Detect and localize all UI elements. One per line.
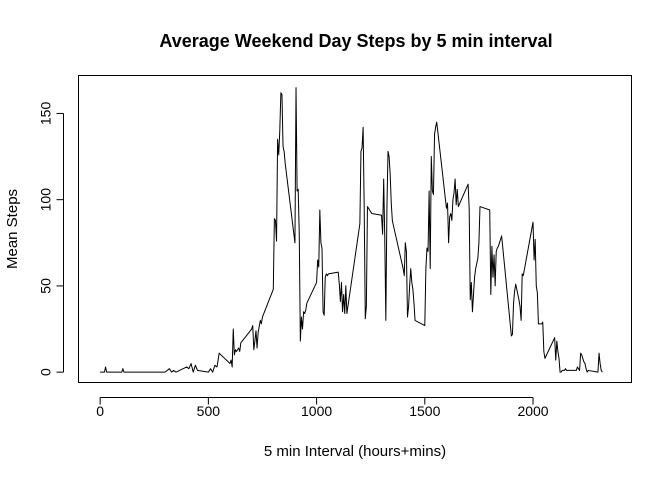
y-tick-label: 150 xyxy=(38,102,54,126)
x-tick-label: 2000 xyxy=(517,403,548,419)
series-line-mean-steps xyxy=(100,87,603,373)
chart-title: Average Weekend Day Steps by 5 min inter… xyxy=(159,31,552,51)
x-tick-label: 1000 xyxy=(301,403,332,419)
x-tick-label: 1500 xyxy=(409,403,440,419)
y-axis-label: Mean Steps xyxy=(4,189,21,269)
x-tick-label: 500 xyxy=(197,403,221,419)
y-tick-label: 0 xyxy=(38,368,54,376)
y-tick-label: 50 xyxy=(38,278,54,294)
x-axis: 0 500 1000 1500 2000 xyxy=(96,397,549,419)
y-tick-label: 100 xyxy=(38,188,54,212)
x-tick-label: 0 xyxy=(96,403,104,419)
y-axis: 0 50 100 150 xyxy=(38,102,64,376)
plot-area-box xyxy=(78,75,632,383)
x-axis-label: 5 min Interval (hours+mins) xyxy=(264,443,446,460)
